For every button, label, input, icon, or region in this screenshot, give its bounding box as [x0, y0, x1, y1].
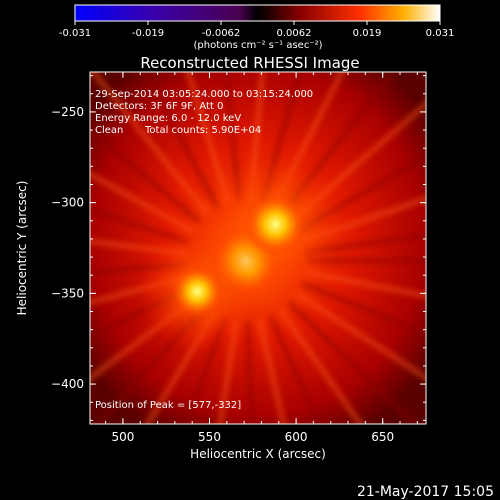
- colorbar-tick-label: 0.0062: [277, 28, 312, 39]
- chart-title: Reconstructed RHESSI Image: [140, 54, 359, 72]
- x-tick-label: 550: [198, 430, 221, 444]
- ripple-streak: [256, 318, 287, 424]
- ripple-streak: [304, 269, 426, 299]
- colorbar-tick-label: 0.031: [426, 28, 455, 39]
- ripple-streak: [244, 320, 255, 424]
- ripple-streak: [185, 72, 232, 205]
- ripple-streak: [267, 314, 322, 424]
- colorbar-tick-label: -0.0062: [202, 28, 241, 39]
- y-tick-label: −350: [51, 286, 84, 300]
- annotations: 29-Sep-2014 03:05:24.000 to 03:15:24.000…: [95, 89, 313, 411]
- ripple-streak: [286, 300, 420, 424]
- colorbar-tick-label: -0.031: [59, 28, 91, 39]
- colorbar-tick-label: -0.019: [132, 28, 164, 39]
- y-axis-ticks: −250 −300 −350 −400: [51, 75, 426, 421]
- y-axis-label: Heliocentric Y (arcsec): [15, 181, 29, 316]
- ripple-streak: [277, 308, 364, 424]
- y-tick-label: −250: [51, 105, 84, 119]
- ripple-streak: [300, 280, 426, 337]
- annotation-algorithm: Clean: [95, 125, 123, 136]
- colorbar-tick-label: 0.019: [353, 28, 382, 39]
- x-axis-label: Heliocentric X (arcsec): [190, 447, 326, 461]
- x-tick-label: 500: [111, 430, 134, 444]
- ripple-streak: [90, 170, 195, 235]
- annotation-detectors: Detectors: 3F 6F 9F, Att 0: [95, 101, 223, 112]
- annotation-time-range: 29-Sep-2014 03:05:24.000 to 03:15:24.000: [95, 89, 313, 100]
- ripple-streak: [90, 125, 202, 225]
- ripple-streak: [90, 238, 187, 257]
- footer-date: 21-May-2017 15:05: [357, 484, 494, 500]
- y-tick-label: −300: [51, 196, 84, 210]
- ripple-streak: [294, 290, 426, 382]
- y-tick-label: −400: [51, 377, 84, 391]
- colorbar-ticks: -0.031 -0.019 -0.0062 0.0062 0.019 0.031: [59, 21, 454, 39]
- ripple-streak: [142, 72, 221, 210]
- source-blob: [170, 264, 225, 319]
- image-sources: [137, 154, 345, 352]
- source-blob: [243, 192, 307, 257]
- colorbar-units: (photons cm⁻² s⁻¹ asec⁻²): [193, 40, 322, 51]
- annotation-energy: Energy Range: 6.0 - 12.0 keV: [95, 113, 241, 124]
- annotation-peak: Position of Peak = [577,-332]: [95, 400, 241, 411]
- x-axis-ticks: 500 550 600 650: [105, 72, 418, 444]
- plot-frame: [89, 71, 427, 425]
- ripple-streak: [216, 319, 240, 424]
- colorbar: [74, 4, 441, 22]
- annotation-counts: Total counts: 5.90E+04: [144, 125, 261, 136]
- ripple-streak: [90, 72, 211, 216]
- ripple-streak: [90, 206, 190, 246]
- x-tick-label: 650: [371, 430, 394, 444]
- x-tick-label: 600: [285, 430, 308, 444]
